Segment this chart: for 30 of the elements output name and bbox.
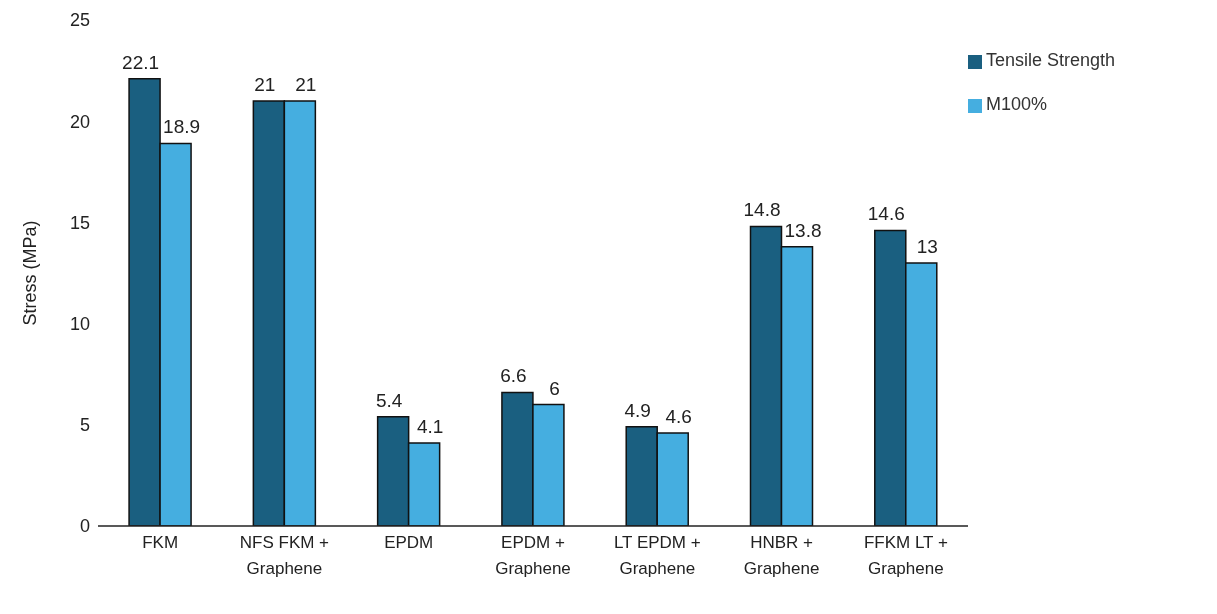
- y-tick-label: 25: [69, 10, 90, 31]
- data-label: 5.4: [375, 389, 403, 411]
- data-label: 6.6: [500, 365, 527, 387]
- data-label: 14.8: [743, 199, 781, 221]
- x-tick-label: LT EPDM + Graphene: [613, 533, 701, 578]
- legend-label: Tensile Strength: [986, 50, 1116, 70]
- y-tick-label: 0: [79, 516, 90, 537]
- data-label: 13: [916, 235, 938, 257]
- x-tick-label: FKM: [142, 533, 179, 552]
- data-label: 4.6: [665, 405, 692, 427]
- data-label: 21: [254, 73, 276, 95]
- y-axis-title: Stress (MPa): [20, 220, 41, 326]
- data-label: 22.1: [122, 51, 160, 73]
- legend-label: M100%: [986, 94, 1048, 114]
- data-label: 21: [295, 73, 317, 95]
- x-tick-label: FFKM LT + Graphene: [863, 533, 948, 578]
- data-label: 4.1: [416, 416, 444, 438]
- y-tick-label: 15: [69, 212, 90, 233]
- data-label: 6: [549, 377, 560, 399]
- x-tick-label: EPDM: [384, 533, 434, 552]
- x-tick-label: NFS FKM + Graphene: [239, 533, 330, 578]
- x-tick-label: HNBR + Graphene: [743, 533, 820, 578]
- y-tick-label: 20: [69, 111, 90, 132]
- data-label: 14.6: [867, 203, 905, 225]
- data-label: 13.8: [784, 219, 822, 241]
- x-tick-label: EPDM + Graphene: [495, 533, 571, 578]
- y-tick-label: 10: [69, 313, 90, 334]
- data-label: 18.9: [163, 116, 201, 138]
- data-label: 4.9: [624, 399, 651, 421]
- y-tick-label: 5: [79, 415, 90, 436]
